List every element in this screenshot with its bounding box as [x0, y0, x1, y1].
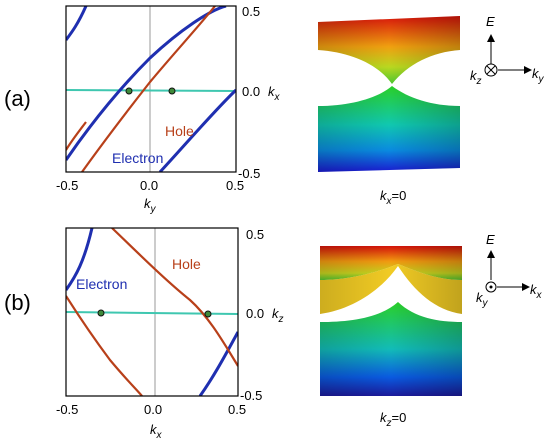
panel-a-ytick-3: -0.5 [238, 166, 260, 181]
panel-a-electron-curve-2 [158, 88, 236, 172]
panel-a-xtick-2: 0.0 [140, 178, 158, 193]
panel-a-ytick-1: 0.5 [242, 4, 260, 19]
panel-a-axes-legend: E kz ky [470, 14, 545, 87]
panel-a-node-left [125, 87, 133, 95]
panel-b-node-right [204, 310, 212, 318]
panel-a-electron-label: Electron [112, 150, 163, 166]
panel-a-ytick-2: 0.0 [242, 84, 260, 99]
panel-b-hole-curve-2 [66, 295, 143, 396]
panel-a-band-surface [318, 16, 460, 172]
panel-b-hole-label: Hole [172, 256, 201, 272]
panel-a-label: (a) [4, 86, 31, 111]
panel-a-xtick-1: -0.5 [56, 178, 78, 193]
panel-a-into-page-icon [484, 63, 498, 77]
panel-b-upper-band [320, 246, 462, 314]
panel-b-axes-legend: E ky kx [476, 232, 543, 309]
panel-a-fermi-line [66, 89, 236, 92]
panel-b-electron-curve-1 [66, 228, 94, 291]
panel-b-ytick-1: 0.5 [246, 227, 264, 242]
panel-b-into-page-icon [485, 281, 497, 293]
panel-a-hole-label: Hole [165, 123, 194, 139]
panel-b-plot: Hole Electron [65, 227, 239, 397]
panel-a-hole-curve-2 [66, 121, 87, 151]
panel-b-xlabel: kx [150, 422, 163, 441]
panel-a-into-label: kz [470, 68, 482, 87]
panel-b-frame [65, 227, 239, 397]
panel-b: (b) Hole Electron -0.5 0.0 0.5 kx 0.5 0.… [4, 227, 543, 441]
panel-a-plot: Hole Electron [65, 5, 237, 173]
panel-a-electron-curve-3 [66, 6, 88, 41]
panel-b-ytick-3: -0.5 [240, 388, 262, 403]
panel-b-xtick-2: 0.0 [144, 402, 162, 417]
panel-a-xlabel: ky [144, 196, 157, 215]
panel-a-ylabel: kx [268, 84, 281, 103]
panel-a-hole-curve-1 [81, 6, 216, 172]
panel-a-node-right [168, 87, 176, 95]
panel-b-into-label: ky [476, 290, 489, 309]
panel-b-band-caption: kz=0 [380, 410, 406, 429]
panel-b-right-label: kx [530, 282, 543, 301]
panel-b-band-surface [320, 246, 462, 396]
panel-a-band-caption: kx=0 [380, 188, 406, 207]
panel-b-xtick-3: 0.5 [228, 402, 246, 417]
panel-b-label: (b) [4, 290, 31, 315]
panel-a-xtick-3: 0.5 [226, 178, 244, 193]
panel-b-electron-label: Electron [76, 276, 127, 292]
panel-b-node-left [97, 309, 105, 317]
panel-b-energy-label: E [486, 232, 495, 247]
panel-b-hole-curve-1 [111, 228, 238, 367]
panel-b-ytick-2: 0.0 [246, 306, 264, 321]
panel-b-electron-curve-2 [198, 331, 238, 396]
panel-b-ylabel: kz [272, 306, 284, 325]
panel-a-energy-label: E [486, 14, 495, 29]
panel-a: (a) Hole Electron -0.5 0.0 0.5 ky [4, 4, 545, 215]
panel-a-right-label: ky [532, 66, 545, 85]
panel-b-fermi-line [66, 311, 238, 315]
panel-a-electron-curve-1 [66, 6, 227, 161]
panel-a-frame [65, 5, 237, 173]
panel-b-xtick-1: -0.5 [56, 402, 78, 417]
